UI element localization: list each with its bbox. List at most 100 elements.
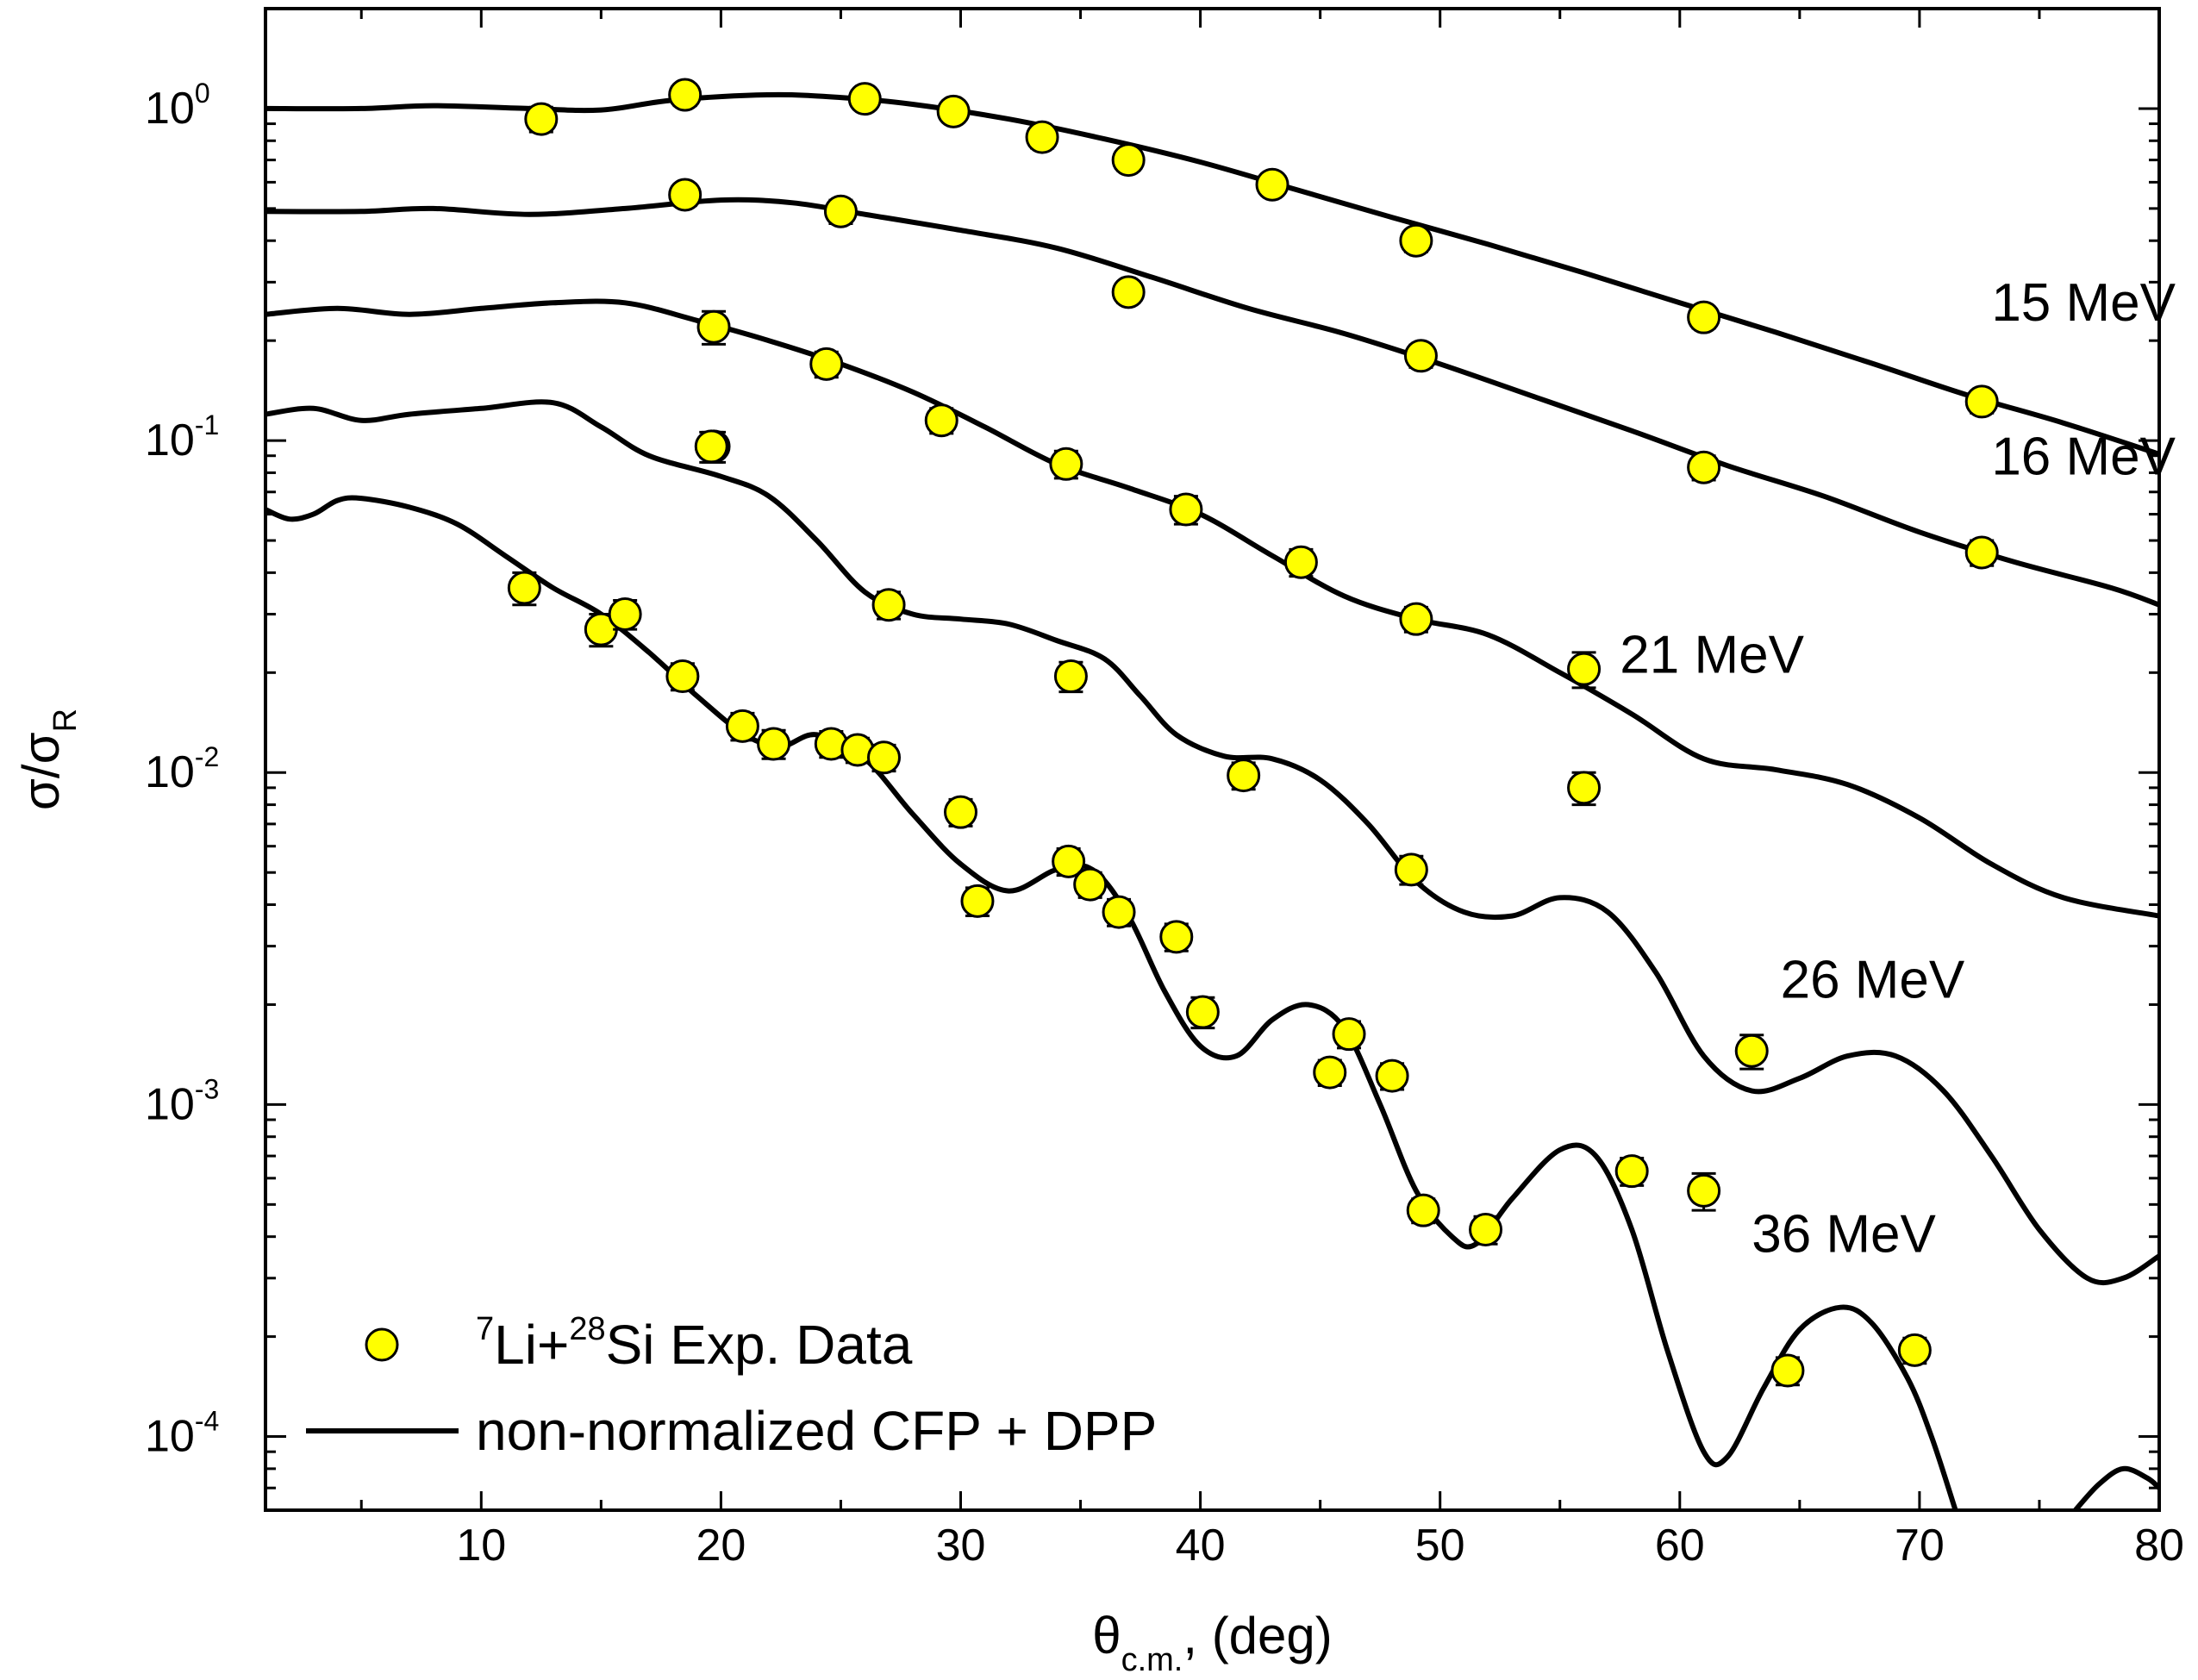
- curve-26-mev: [265, 399, 2159, 1286]
- data-point-36-mev: [814, 727, 848, 761]
- marker: [1283, 545, 1318, 579]
- data-point-36-mev: [943, 795, 977, 829]
- marker: [668, 178, 702, 212]
- marker: [1053, 659, 1088, 694]
- data-point-16-mev: [1111, 275, 1146, 309]
- energy-labels: 15 MeV 16 MeV 21 MeV 26 MeV 36 MeV: [1620, 273, 2176, 1265]
- y-tick-label: 10-4: [145, 1406, 219, 1462]
- energy-label: 36 MeV: [1752, 1204, 1936, 1264]
- data-point-15-mev: [1687, 300, 1721, 334]
- curve-16-mev: [265, 197, 2159, 608]
- energy-label: 16 MeV: [1991, 428, 2176, 487]
- curve-36-mev: [265, 495, 1958, 1510]
- data-point-21-mev: [809, 347, 844, 381]
- data-point-21-mev: [1567, 771, 1602, 807]
- data-point-36-mev: [584, 612, 618, 648]
- data-point-16-mev: [823, 194, 858, 228]
- data-point-15-mev: [1399, 223, 1433, 258]
- data-point-21-mev: [696, 309, 731, 346]
- marker: [1313, 1055, 1347, 1090]
- marker: [960, 884, 995, 918]
- marker: [757, 727, 791, 761]
- data-point-15-mev: [1255, 167, 1289, 202]
- data-point-36-mev: [1159, 920, 1194, 954]
- marker: [1399, 223, 1433, 258]
- marker: [1227, 759, 1261, 793]
- data-point-15-mev: [524, 102, 559, 136]
- marker: [936, 94, 971, 128]
- energy-label: 26 MeV: [1781, 950, 1965, 1009]
- data-point-26-mev: [1734, 1034, 1769, 1071]
- marker: [1734, 1034, 1769, 1068]
- marker: [1169, 492, 1203, 527]
- x-tick-label: 20: [696, 1521, 746, 1571]
- y-tick-label: 10-3: [145, 1073, 219, 1129]
- marker: [1052, 844, 1086, 878]
- data-point-36-mev: [1073, 867, 1108, 902]
- marker: [1964, 535, 1999, 570]
- x-tick-label: 50: [1415, 1521, 1465, 1571]
- data-point-21-mev: [924, 403, 959, 438]
- marker: [1111, 143, 1146, 178]
- marker: [1255, 167, 1289, 202]
- marker: [1073, 867, 1108, 902]
- x-tick-label: 80: [2134, 1521, 2184, 1571]
- data-point-21-mev: [1283, 545, 1318, 579]
- marker: [1687, 450, 1721, 484]
- data-point-36-mev: [1102, 895, 1136, 929]
- marker: [694, 429, 728, 464]
- y-tick-label: 10-1: [145, 409, 219, 465]
- curve-21-mev: [265, 298, 2159, 919]
- data-point-26-mev: [1227, 759, 1261, 793]
- marker: [1399, 602, 1433, 636]
- x-tick-label: 70: [1895, 1521, 1945, 1571]
- data-point-21-mev: [1399, 602, 1433, 636]
- marker: [809, 347, 844, 381]
- marker: [1567, 771, 1602, 805]
- marker: [1614, 1154, 1649, 1189]
- data-point-15-mev: [668, 78, 702, 112]
- data-point-36-mev: [1185, 995, 1220, 1030]
- marker: [1332, 1017, 1366, 1052]
- marker: [668, 78, 702, 112]
- energy-label: 21 MeV: [1620, 625, 1804, 684]
- data-point-36-mev: [507, 571, 541, 607]
- curve-36-mev-tail: [2073, 1465, 2159, 1510]
- marker: [1375, 1059, 1409, 1093]
- data-point-15-mev: [1964, 384, 1999, 419]
- data-point-36-mev: [1614, 1154, 1649, 1189]
- y-tick-label: 10-2: [145, 741, 219, 797]
- marker: [871, 588, 906, 622]
- axes: 10 20 30 40 50 60 70 80 100 10-1 10-2 10-3 10-4 θc.m.…: [12, 7, 2184, 1678]
- marker: [1102, 895, 1136, 929]
- marker: [696, 309, 731, 344]
- marker: [524, 102, 559, 136]
- data-point-16-mev: [1964, 535, 1999, 570]
- legend-label-data: 7Li+28Si Exp. Data: [476, 1311, 913, 1376]
- data-point-26-mev: [1394, 852, 1428, 887]
- data-point-36-mev: [960, 884, 995, 918]
- x-tick-label: 30: [936, 1521, 986, 1571]
- legend: 7Li+28Si Exp. Data non-normalized CFP + D…: [306, 1311, 1157, 1462]
- marker: [1403, 339, 1438, 373]
- marker: [665, 659, 700, 694]
- model-curves: [265, 91, 2159, 1510]
- data-point-26-mev: [871, 588, 906, 622]
- marker: [1567, 652, 1602, 686]
- data-point-36-mev: [1052, 844, 1086, 878]
- y-tick-label: 100: [145, 78, 210, 134]
- marker: [924, 403, 959, 438]
- marker: [1770, 1353, 1805, 1388]
- marker: [1394, 852, 1428, 887]
- marker: [1049, 447, 1083, 481]
- x-tick-label: 60: [1655, 1521, 1705, 1571]
- experimental-points: [507, 78, 1999, 1388]
- marker: [943, 795, 977, 829]
- data-point-16-mev: [1687, 450, 1721, 484]
- data-point-16-mev: [668, 178, 702, 212]
- data-point-36-mev: [1406, 1193, 1440, 1227]
- data-point-26-mev: [1053, 659, 1088, 694]
- data-point-36-mev: [1313, 1055, 1347, 1090]
- marker: [1185, 995, 1220, 1029]
